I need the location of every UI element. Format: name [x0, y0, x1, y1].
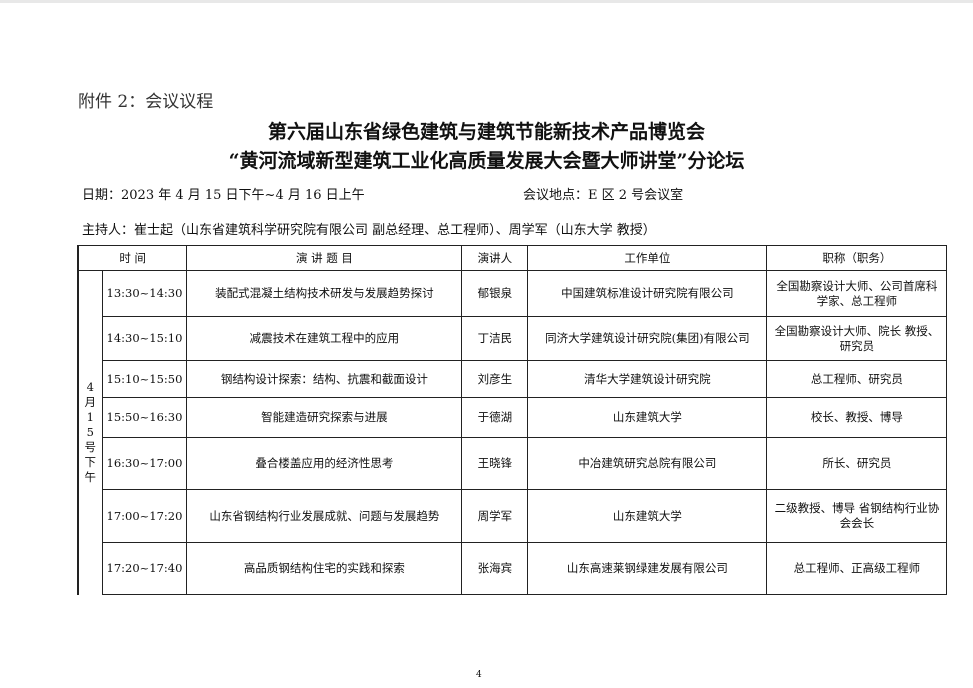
header-time: 时 间 [77, 245, 188, 271]
cell-time: 13:30~14:30 [101, 270, 188, 317]
cell-title: 二级教授、博导 省钢结构行业协会会长 [766, 489, 948, 543]
table-row: 4月15号下午 13:30~14:30 装配式混凝土结构技术研发与发展趋势探讨 郁银泉… [77, 270, 948, 595]
cell-topic: 山东省钢结构行业发展成就、问题与发展趋势 [186, 489, 463, 543]
cell-speaker: 周学军 [461, 489, 529, 543]
table-row: 14:30~15:10 减震技术在建筑工程中的应用 丁洁民 同济大学建筑设计研究院(集… [78, 316, 948, 361]
location: 会议地点：E 区 2 号会议室 [523, 188, 684, 203]
cell-speaker: 张海宾 [461, 542, 529, 595]
cell-time: 15:50~16:30 [101, 397, 188, 438]
cell-title: 所长、研究员 [766, 437, 948, 490]
cell-topic: 钢结构设计探索：结构、抗震和截面设计 [186, 360, 463, 398]
header-title: 职称（职务） [766, 245, 948, 271]
agenda-table: 时 间 演 讲 题 目 演讲人 工作单位 职称（职务） 4月15号下午 13:30… [77, 245, 948, 595]
cell-speaker: 丁洁民 [461, 316, 529, 361]
cell-time: 15:10~15:50 [101, 360, 188, 398]
host: 主持人：崔士起（山东省建筑科学研究院有限公司 副总经理、总工程师）、周学军（山东… [82, 223, 656, 238]
cell-unit: 清华大学建筑设计研究院 [527, 360, 768, 398]
day-cell: 4月15号下午 [77, 270, 103, 595]
header-speaker: 演讲人 [461, 245, 529, 271]
cell-title: 校长、教授、博导 [766, 397, 948, 438]
cell-topic: 智能建造研究探索与进展 [186, 397, 463, 438]
cell-title: 全国勘察设计大师、公司首席科学家、总工程师 [766, 270, 948, 317]
cell-topic: 叠合楼盖应用的经济性思考 [186, 437, 463, 490]
cell-time: 17:20~17:40 [101, 542, 188, 595]
cell-title: 全国勘察设计大师、院长 教授、研究员 [766, 316, 948, 361]
page-number: 4 [476, 670, 482, 680]
doc-subtitle: “黄河流域新型建筑工业化高质量发展大会暨大师讲堂”分论坛 [228, 150, 745, 172]
table-row: 15:50~16:30 智能建造研究探索与进展 于德湖 山东建筑大学 校长、教授、博导 [78, 397, 948, 438]
table-header: 时 间 演 讲 题 目 演讲人 工作单位 职称（职务） [77, 245, 948, 271]
cell-topic: 装配式混凝土结构技术研发与发展趋势探讨 [186, 270, 463, 317]
cell-unit: 山东建筑大学 [527, 397, 768, 438]
day-label: 4月15号下午 [84, 380, 97, 485]
annex-label: 附件 2：会议议程 [78, 92, 214, 112]
cell-time: 17:00~17:20 [101, 489, 188, 543]
cell-speaker: 王晓锋 [461, 437, 529, 490]
doc-title: 第六届山东省绿色建筑与建筑节能新技术产品博览会 [267, 121, 705, 143]
cell-unit: 山东建筑大学 [527, 489, 768, 543]
table-row: 17:00~17:20 山东省钢结构行业发展成就、问题与发展趋势 周学军 山东建筑大学… [78, 489, 948, 543]
cell-unit: 同济大学建筑设计研究院(集团)有限公司 [527, 316, 768, 361]
cell-speaker: 于德湖 [461, 397, 529, 438]
date: 日期：2023 年 4 月 15 日下午~4 月 16 日上午 [82, 188, 365, 203]
table-row: 15:10~15:50 钢结构设计探索：结构、抗震和截面设计 刘彦生 清华大学建筑设计… [78, 360, 948, 398]
header-unit: 工作单位 [527, 245, 768, 271]
cell-title: 总工程师、正高级工程师 [766, 542, 948, 595]
cell-time: 16:30~17:00 [101, 437, 188, 490]
table-row: 17:20~17:40 高品质钢结构住宅的实践和探索 张海宾 山东高速莱钢绿建发展有限… [78, 542, 948, 595]
cell-unit: 中国建筑标准设计研究院有限公司 [527, 270, 768, 317]
cell-time: 14:30~15:10 [101, 316, 188, 361]
cell-topic: 减震技术在建筑工程中的应用 [186, 316, 463, 361]
cell-unit: 中冶建筑研究总院有限公司 [527, 437, 768, 490]
cell-speaker: 刘彦生 [461, 360, 529, 398]
cell-speaker: 郁银泉 [461, 270, 529, 317]
cell-unit: 山东高速莱钢绿建发展有限公司 [527, 542, 768, 595]
table-row: 16:30~17:00 叠合楼盖应用的经济性思考 王晓锋 中冶建筑研究总院有限公司 所长… [78, 437, 948, 490]
header-topic: 演 讲 题 目 [186, 245, 463, 271]
cell-topic: 高品质钢结构住宅的实践和探索 [186, 542, 463, 595]
cell-title: 总工程师、研究员 [766, 360, 948, 398]
page-edge [0, 0, 973, 3]
